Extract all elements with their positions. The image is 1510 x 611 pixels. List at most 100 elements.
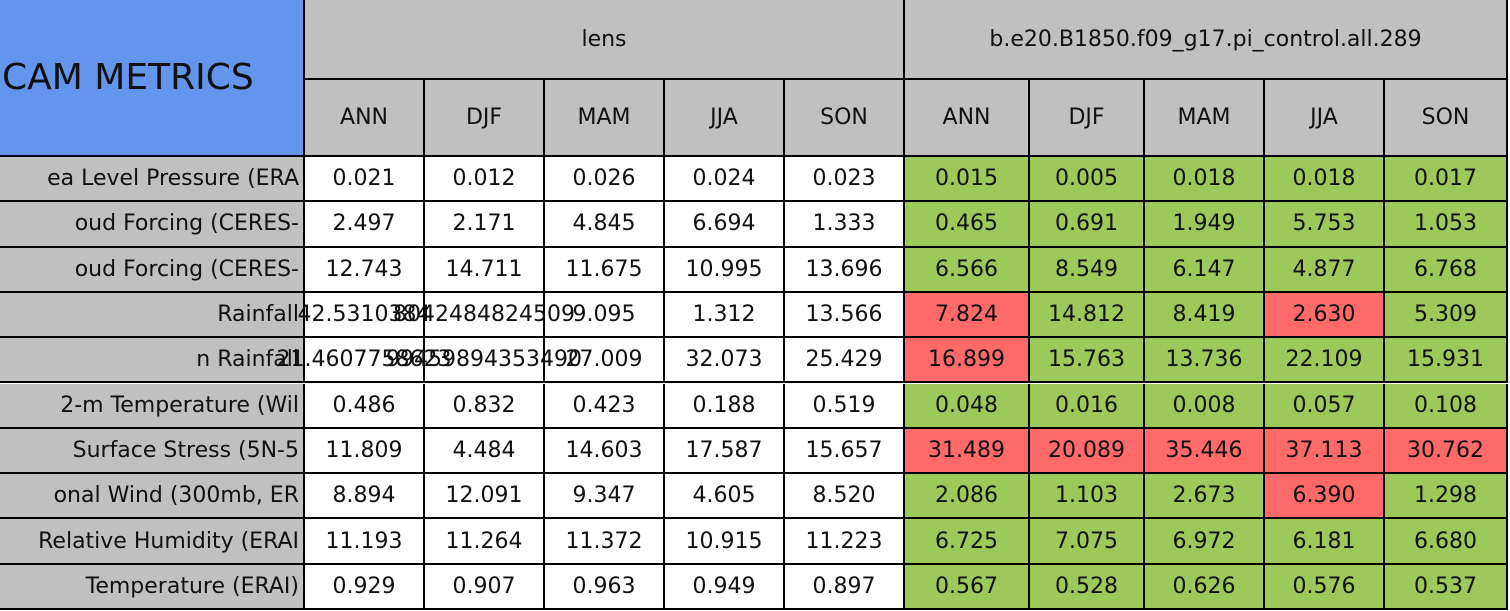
group-header-text: lens — [581, 26, 627, 52]
value-cell-text: 0.576 — [1292, 573, 1356, 599]
value-cell-text: 11.193 — [325, 528, 403, 554]
value-cell: 2.171 — [425, 202, 545, 248]
value-cell-text: 8.520 — [812, 483, 876, 509]
value-cell: 0.537 — [1385, 564, 1508, 610]
value-cell-text: 10.915 — [685, 528, 763, 554]
value-cell: 0.486 — [305, 383, 425, 429]
value-cell-text: 4.605 — [692, 483, 756, 509]
value-cell: 99459894353490 — [386, 338, 582, 384]
value-cell-text: 6.694 — [692, 211, 756, 237]
row-label: Surface Stress (5N-5 — [0, 428, 305, 475]
value-cell: 0.024 — [665, 157, 785, 203]
value-cell-text: 21.4607758623 — [276, 347, 452, 373]
value-cell: 6.181 — [1265, 519, 1385, 565]
value-cell: 4.845 — [545, 202, 665, 248]
group-header-text: b.e20.B1850.f09_g17.pi_control.all.289 — [989, 26, 1422, 52]
value-cell-text: 27.009 — [565, 347, 643, 373]
value-cell: 0.018 — [1265, 157, 1385, 203]
season-header: SON — [785, 80, 905, 157]
value-cell-text: 0.188 — [692, 392, 756, 418]
value-cell: 20.089 — [1030, 428, 1145, 475]
value-cell: 4.605 — [665, 474, 785, 520]
row-label-text: onal Wind (300mb, ER — [53, 483, 299, 509]
value-cell-text: 0.023 — [812, 166, 876, 192]
value-cell: 0.907 — [425, 564, 545, 610]
value-cell: 0.057 — [1265, 383, 1385, 429]
value-cell-text: 0.832 — [452, 392, 516, 418]
value-cell: 13.566 — [785, 292, 905, 339]
value-cell: 14.812 — [1030, 292, 1145, 339]
value-cell-text: 0.929 — [332, 573, 396, 599]
value-cell: 0.188 — [665, 383, 785, 429]
season-header-text: MAM — [577, 105, 631, 130]
value-cell-text: 5.753 — [1292, 211, 1356, 237]
value-cell: 16.899 — [905, 338, 1030, 384]
value-cell: 6.147 — [1145, 247, 1265, 293]
value-cell: 17.587 — [665, 428, 785, 475]
value-cell-text: 0.519 — [812, 392, 876, 418]
season-header: DJF — [425, 80, 545, 157]
value-cell-text: 0.108 — [1414, 392, 1477, 418]
value-cell-text: 0.024 — [692, 166, 756, 192]
value-cell: 0.008 — [1145, 383, 1265, 429]
value-cell-text: 10.995 — [685, 256, 763, 282]
value-cell: 6.725 — [905, 519, 1030, 565]
value-cell: 10.915 — [665, 519, 785, 565]
value-cell: 8.520 — [785, 474, 905, 520]
value-cell-text: 1.053 — [1414, 211, 1477, 237]
value-cell: 21.4607758623 — [277, 338, 451, 384]
value-cell-text: 11.809 — [325, 437, 403, 463]
value-cell: 0.012 — [425, 157, 545, 203]
season-header-text: SON — [1421, 105, 1470, 130]
season-header-text: DJF — [1068, 105, 1105, 130]
value-cell: 0.929 — [305, 564, 425, 610]
value-cell: 2.086 — [905, 474, 1030, 520]
row-label: n Rainfall — [0, 338, 305, 384]
value-cell: 11.193 — [305, 519, 425, 565]
value-cell-text: 99459894353490 — [386, 347, 582, 373]
value-cell-text: 35.446 — [1165, 437, 1243, 463]
value-cell: 7.075 — [1030, 519, 1145, 565]
value-cell-text: 31.489 — [928, 437, 1005, 463]
value-cell: 15.657 — [785, 428, 905, 475]
value-cell: 4.484 — [425, 428, 545, 475]
value-cell: 9.095 — [545, 292, 665, 339]
row-label: oud Forcing (CERES- — [0, 202, 305, 248]
value-cell: 5.309 — [1385, 292, 1508, 339]
row-label-text: n Rainfall — [196, 347, 299, 373]
season-header-text: ANN — [942, 105, 991, 130]
value-cell: 42.5310384 — [298, 292, 430, 339]
value-cell-text: 8.419 — [1172, 302, 1236, 328]
value-cell-text: 12.091 — [445, 483, 523, 509]
value-cell: 8.894 — [305, 474, 425, 520]
value-cell-text: 25.429 — [805, 347, 883, 373]
value-cell-text: 1.949 — [1172, 211, 1236, 237]
value-cell: 0.018 — [1145, 157, 1265, 203]
value-cell: 0.528 — [1030, 564, 1145, 610]
row-label: 2-m Temperature (Wil — [0, 383, 305, 429]
season-header: MAM — [1145, 80, 1265, 157]
value-cell-text: 42.5310384 — [297, 302, 431, 328]
value-cell-text: 0.486 — [332, 392, 396, 418]
value-cell: 0.016 — [1030, 383, 1145, 429]
value-cell-text: 12.743 — [325, 256, 403, 282]
value-cell: 0.108 — [1385, 383, 1508, 429]
value-cell-text: 2.497 — [332, 211, 396, 237]
value-cell-text: 6.972 — [1172, 528, 1236, 554]
value-cell: 11.675 — [545, 247, 665, 293]
value-cell: 0.897 — [785, 564, 905, 610]
value-cell: 0.519 — [785, 383, 905, 429]
value-cell-text: 0.018 — [1292, 166, 1356, 192]
value-cell-text: 0.026 — [572, 166, 636, 192]
value-cell: 37.113 — [1265, 428, 1385, 475]
value-cell-text: 9.095 — [572, 302, 636, 328]
value-cell-text: 2.171 — [452, 211, 516, 237]
value-cell-text: 16.899 — [928, 347, 1005, 373]
value-cell-text: 6.768 — [1414, 256, 1477, 282]
value-cell: 0.023 — [785, 157, 905, 203]
value-cell-text: 14.812 — [1048, 302, 1125, 328]
value-cell: 0.832 — [425, 383, 545, 429]
value-cell-text: 0.018 — [1172, 166, 1236, 192]
value-cell: 1.333 — [785, 202, 905, 248]
value-cell-text: 6.147 — [1172, 256, 1236, 282]
